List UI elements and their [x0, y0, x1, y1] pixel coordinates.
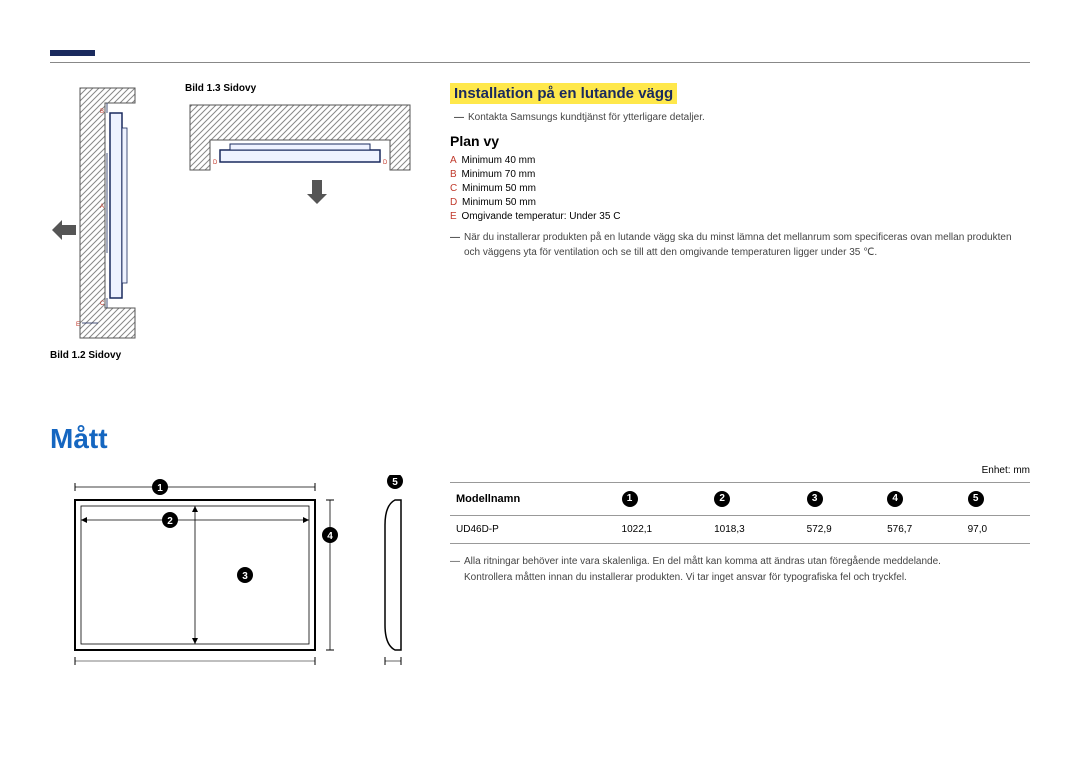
table-row: UD46D-P 1022,1 1018,3 572,9 576,7 97,0 — [450, 516, 1030, 544]
spec-line: C Minimum 50 mm — [450, 183, 1030, 194]
dimension-drawings: 1 2 3 4 5 — [50, 465, 420, 685]
spec-line: E Omgivande temperatur: Under 35 C — [450, 211, 1030, 222]
spec-line: B Minimum 70 mm — [450, 169, 1030, 180]
col-model: Modellnamn — [450, 483, 616, 516]
unit-label: Enhet: mm — [450, 465, 1030, 476]
col-3: 3 — [801, 483, 881, 516]
svg-text:D: D — [383, 160, 388, 166]
figure-front-dimensions: 1 2 3 4 — [55, 475, 355, 685]
install-note: När du installerar produkten på en lutan… — [450, 230, 1030, 260]
svg-text:2: 2 — [167, 516, 173, 527]
caption-bild12: Bild 1.2 Sidovy — [50, 350, 140, 361]
svg-text:C: C — [100, 301, 105, 307]
svg-text:A: A — [100, 204, 104, 210]
install-section: Installation på en lutande vägg Kontakta… — [450, 83, 1030, 363]
arrow-left-icon — [50, 218, 78, 245]
col-1: 1 — [616, 483, 709, 516]
table-note: Alla ritningar behöver inte vara skalenl… — [450, 554, 1030, 586]
matt-title: Mått — [50, 423, 1030, 455]
planvy-heading: Plan vy — [450, 133, 1030, 149]
contact-note: Kontakta Samsungs kundtjänst för ytterli… — [454, 112, 1030, 123]
svg-text:3: 3 — [242, 571, 248, 582]
header-rule — [50, 62, 1030, 63]
svg-text:4: 4 — [327, 531, 333, 542]
figure-top-view: D D — [185, 100, 415, 180]
install-title: Installation på en lutande vägg — [450, 83, 677, 104]
col-2: 2 — [708, 483, 801, 516]
spec-list: A Minimum 40 mm B Minimum 70 mm C Minimum … — [450, 155, 1030, 222]
svg-text:E: E — [76, 322, 80, 328]
spec-line: A Minimum 40 mm — [450, 155, 1030, 166]
caption-bild13: Bild 1.3 Sidovy — [185, 83, 415, 94]
figure-depth-dimensions: 5 — [375, 475, 423, 685]
svg-text:B: B — [100, 109, 104, 115]
dimensions-table: Modellnamn 1 2 3 4 5 UD46D-P 1022,1 1018… — [450, 482, 1030, 544]
spec-line: D Minimum 50 mm — [450, 197, 1030, 208]
svg-text:D: D — [213, 160, 218, 166]
svg-text:1: 1 — [157, 483, 163, 494]
col-4: 4 — [881, 483, 961, 516]
figure-side-view: B A C E — [50, 83, 140, 343]
header-accent-bar — [50, 50, 95, 56]
arrow-down-icon — [305, 178, 329, 209]
left-figures: Bild 1.3 Sidovy D D — [50, 83, 430, 363]
svg-text:5: 5 — [392, 477, 398, 488]
col-5: 5 — [962, 483, 1030, 516]
